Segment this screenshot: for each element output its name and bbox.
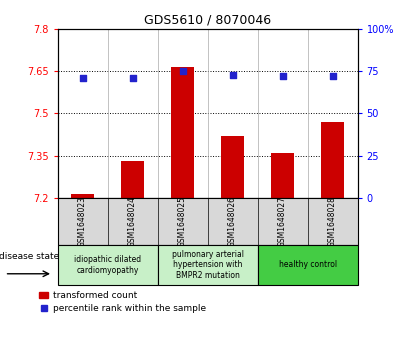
Bar <box>221 136 244 198</box>
Point <box>129 75 136 81</box>
Bar <box>258 245 358 285</box>
Title: GDS5610 / 8070046: GDS5610 / 8070046 <box>144 13 271 26</box>
Legend: transformed count, percentile rank within the sample: transformed count, percentile rank withi… <box>37 289 208 315</box>
Point <box>279 73 286 79</box>
Bar <box>157 245 258 285</box>
Bar <box>71 193 94 198</box>
Point <box>179 68 186 74</box>
Bar <box>121 161 144 198</box>
Bar <box>321 122 344 198</box>
Text: GSM1648023: GSM1648023 <box>78 196 87 247</box>
Text: idiopathic dilated
cardiomyopathy: idiopathic dilated cardiomyopathy <box>74 255 141 275</box>
Text: pulmonary arterial
hypertension with
BMPR2 mutation: pulmonary arterial hypertension with BMP… <box>171 250 244 280</box>
Point <box>329 73 336 79</box>
Text: GSM1648026: GSM1648026 <box>228 196 237 247</box>
Bar <box>58 245 157 285</box>
Text: GSM1648025: GSM1648025 <box>178 196 187 247</box>
Text: GSM1648027: GSM1648027 <box>278 196 287 247</box>
Text: GSM1648024: GSM1648024 <box>128 196 137 247</box>
Text: healthy control: healthy control <box>279 261 337 269</box>
Bar <box>271 153 294 198</box>
Text: disease state: disease state <box>0 252 59 261</box>
Text: GSM1648028: GSM1648028 <box>328 196 337 247</box>
Bar <box>171 67 194 198</box>
Point <box>79 75 86 81</box>
Point <box>229 72 236 78</box>
